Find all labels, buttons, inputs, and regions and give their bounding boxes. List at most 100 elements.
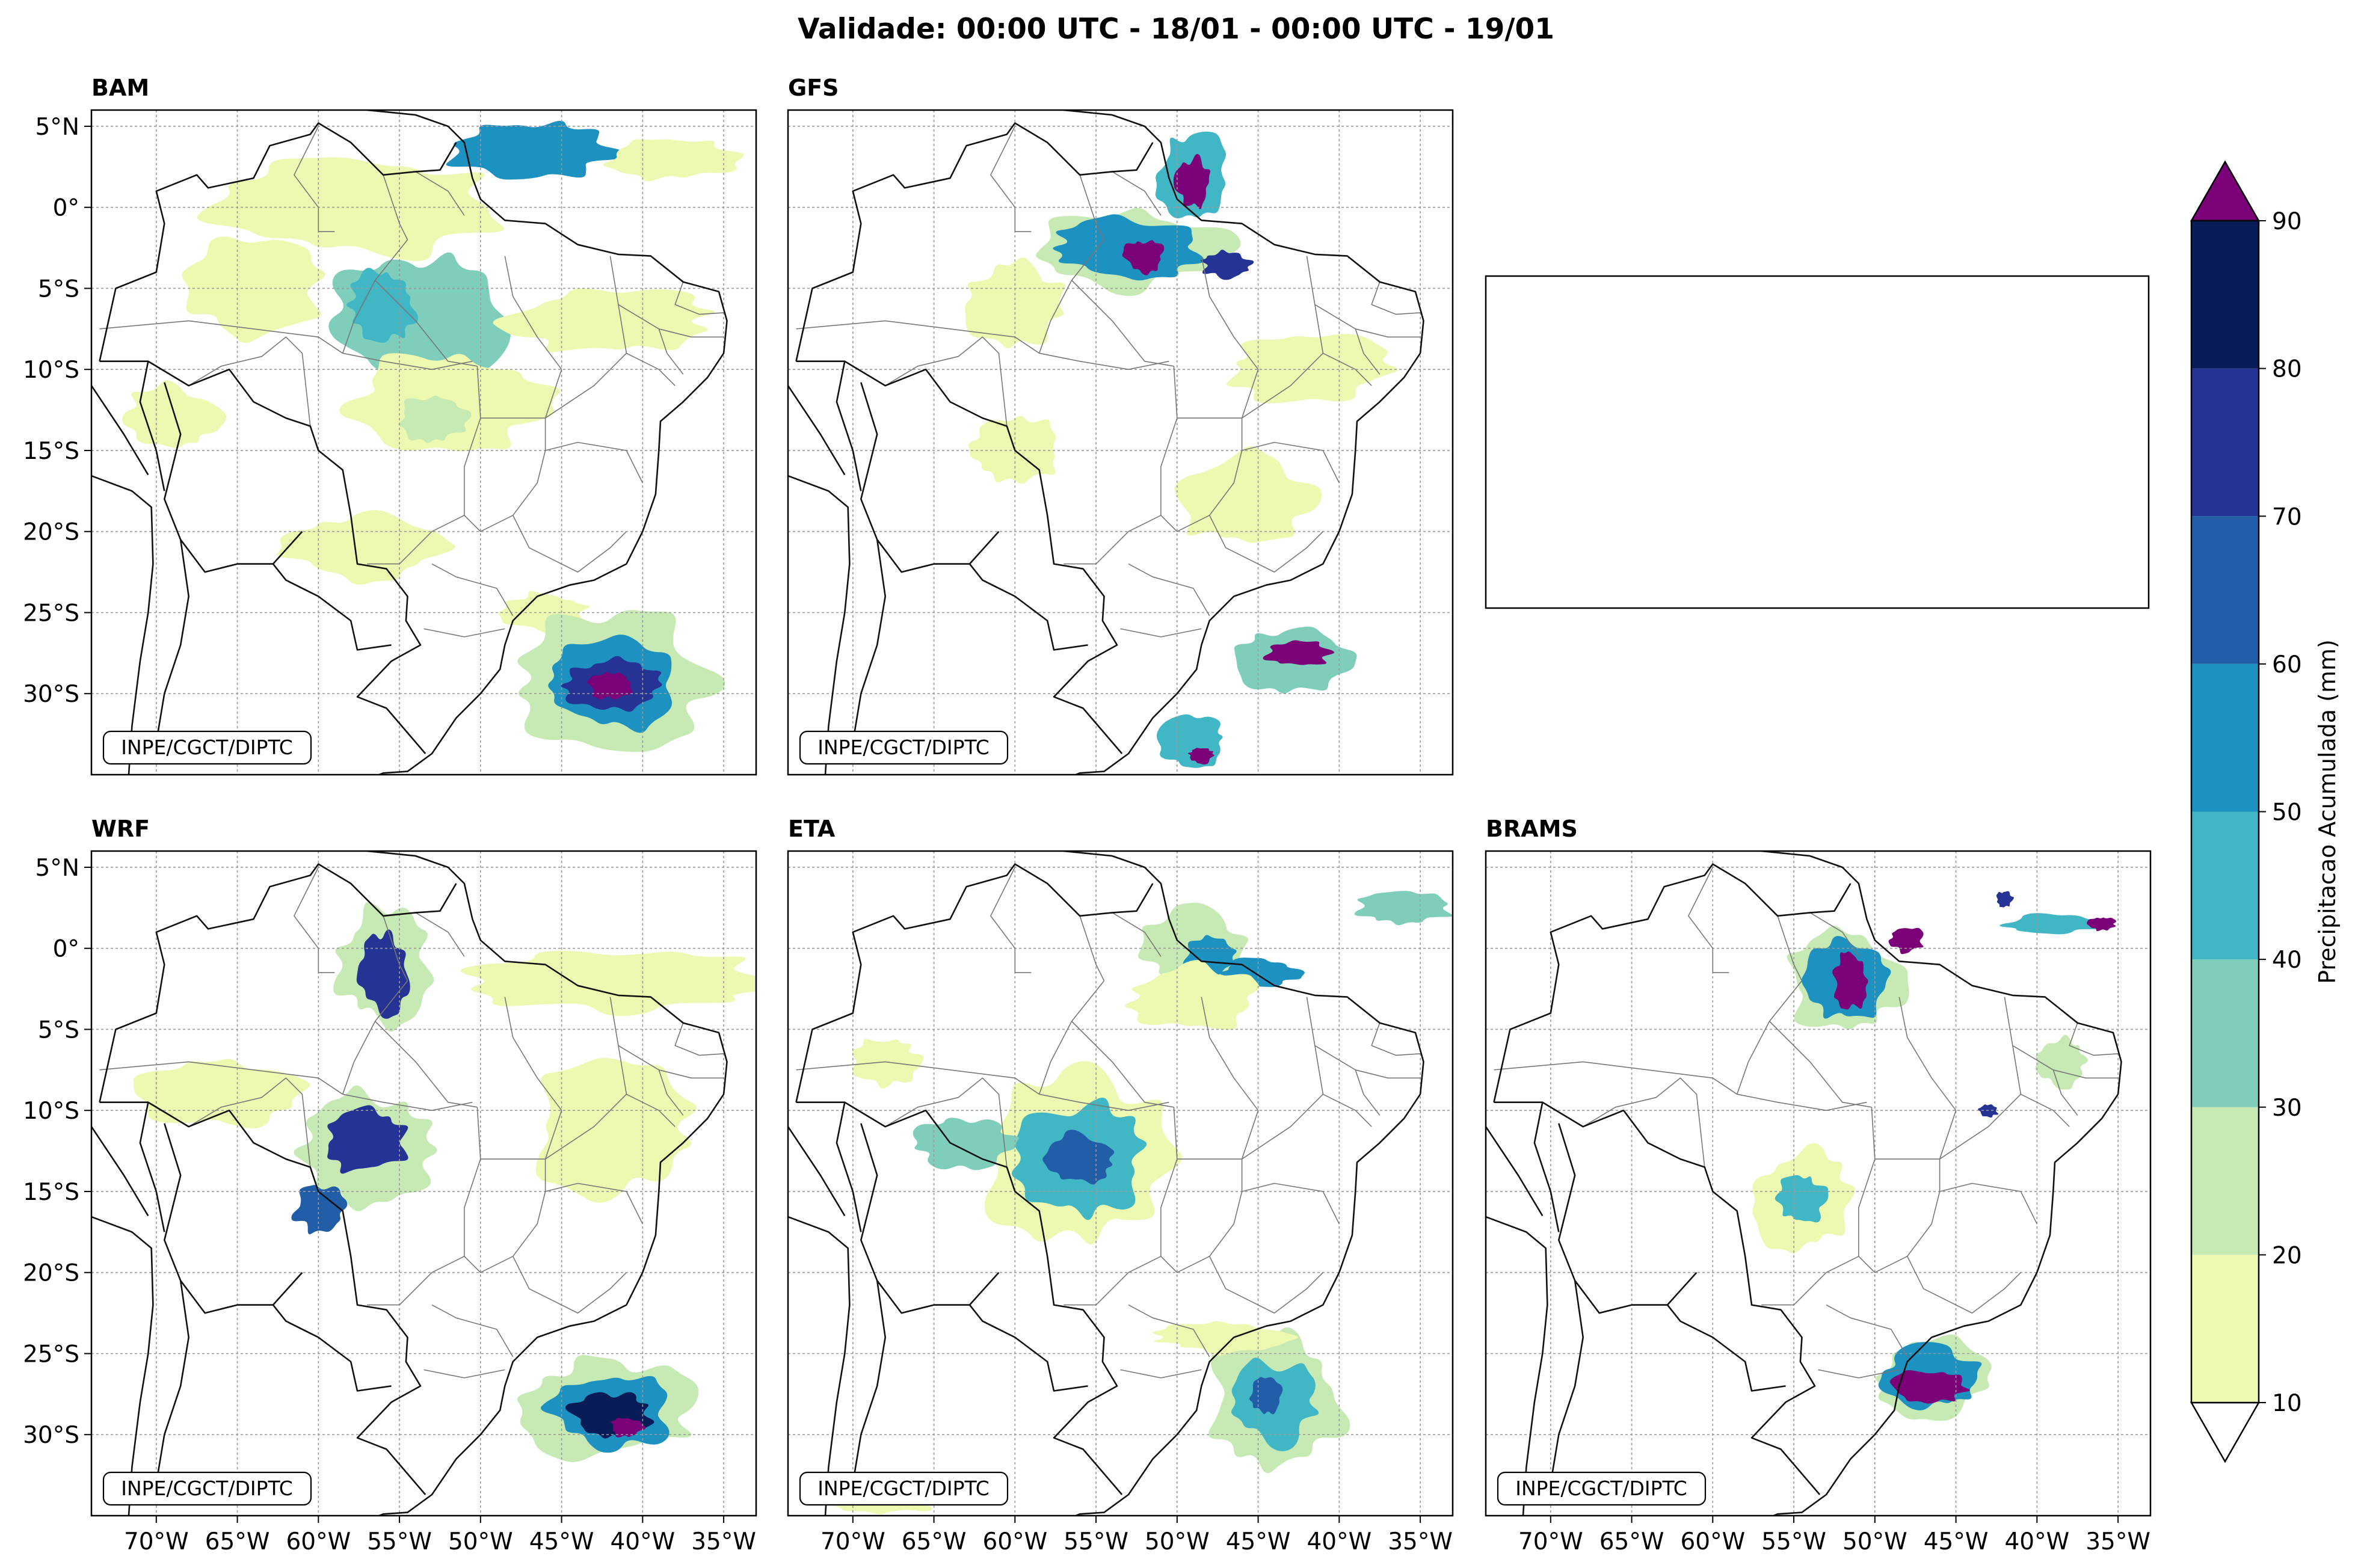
state-border [796,1061,1040,1095]
geography-brams [1486,851,2122,1516]
country-border [1558,1123,1698,1314]
country-border [155,540,189,743]
state-border [1688,867,1729,973]
country-border [1493,863,1852,1102]
colorbar-segment [2191,516,2259,664]
state-border [1064,531,1129,565]
precip-cell [460,950,756,1016]
state-border [342,1093,473,1111]
state-border [504,256,562,419]
panel-frame [1485,850,2152,1517]
geography-bam [91,110,728,775]
state-border [1201,256,1259,419]
country-border [91,385,149,476]
precip-cell [2087,917,2117,932]
state-border [188,1077,311,1167]
state-border [423,1369,505,1379]
state-border [1371,281,1421,315]
precip-cell [763,895,888,972]
state-border [1038,239,1105,354]
precip-cell [327,1105,408,1174]
state-border [1769,1021,1872,1108]
state-border [1494,1061,1738,1095]
y-tick-label: 10°S [23,357,79,384]
precip-cell [356,929,410,1019]
country-border [795,863,1154,1102]
state-border [990,867,1032,973]
precip-cell [1125,960,1260,1030]
precip-cell [1354,891,1453,926]
colorbar-tick-label: 40 [2272,947,2302,974]
state-border [1583,1077,1705,1167]
panel-title-eta: ETA [788,816,836,842]
state-border [1826,1304,1908,1357]
x-tick-label: 45°W [1924,1528,1989,1555]
colorbar-segment [2191,811,2259,960]
state-border [1818,1369,1900,1379]
colorbar-tick-label: 70 [2272,503,2302,530]
coastline [366,851,728,1516]
country-border [796,1101,1123,1495]
colorbar-tick-label: 80 [2272,356,2302,383]
state-border [674,1022,724,1056]
state-border [464,450,546,532]
y-tick-label: 15°S [23,438,79,465]
country-border [852,540,886,743]
coastline-west [91,1216,154,1516]
panel-title-bam: BAM [91,75,149,101]
panel-frame [787,850,1454,1517]
country-border [860,382,1000,573]
country-border [796,360,1123,754]
coastline-west [91,475,154,775]
state-border [1079,915,1105,981]
state-border [1761,1272,1827,1306]
colorbar-over-triangle [2190,160,2261,222]
state-border [367,531,433,565]
state-border [512,1256,627,1314]
state-border [1809,912,1859,957]
gridlines-bam [91,110,756,775]
state-border [1737,1093,1867,1111]
y-tick-label: 30°S [23,1422,79,1449]
precip-cell [611,1418,646,1437]
state-border [480,417,546,450]
x-tick-label: 65°W [1599,1528,1664,1555]
country-border [139,1102,165,1232]
country-border [99,122,457,361]
country-border [836,1102,862,1232]
coastline [1760,851,2122,1516]
state-border [1177,1158,1243,1191]
x-tick-label: 35°W [2086,1528,2150,1555]
precip-cell [1187,748,1214,765]
colorbar-segment [2191,663,2259,812]
state-border [99,320,343,354]
state-border [545,1182,644,1225]
state-border [342,239,408,354]
precip-cell [1890,1370,1970,1404]
precip-field-eta [831,891,1453,1514]
precip-cell [1226,334,1398,404]
state-border [431,1107,481,1273]
country-border [852,1281,886,1484]
state-border [1177,417,1243,450]
state-border [1039,352,1169,370]
panel-frame [90,850,757,1517]
state-border [367,1272,433,1306]
colorbar-tick-label: 50 [2272,799,2302,826]
state-border [1128,1304,1210,1357]
state-border [2069,1022,2119,1056]
state-border [1128,563,1210,616]
x-tick-label: 45°W [529,1528,594,1555]
credit-label: INPE/CGCT/DIPTC [817,1477,990,1500]
colorbar-segment [2191,959,2259,1107]
precip-cell [968,416,1056,484]
country-border [272,563,392,651]
country-border [968,1304,1088,1392]
state-border [431,563,514,616]
empty-legend-box [1485,275,2150,609]
state-border [375,1021,478,1108]
map-panel-brams: BRAMS INPE/CGCT/DIPTC 70°W 65°W 60°W 55°W 50°W… [1485,816,2152,1555]
country-border [99,1101,426,1495]
state-border [796,320,1040,354]
country-border [1550,1281,1584,1484]
